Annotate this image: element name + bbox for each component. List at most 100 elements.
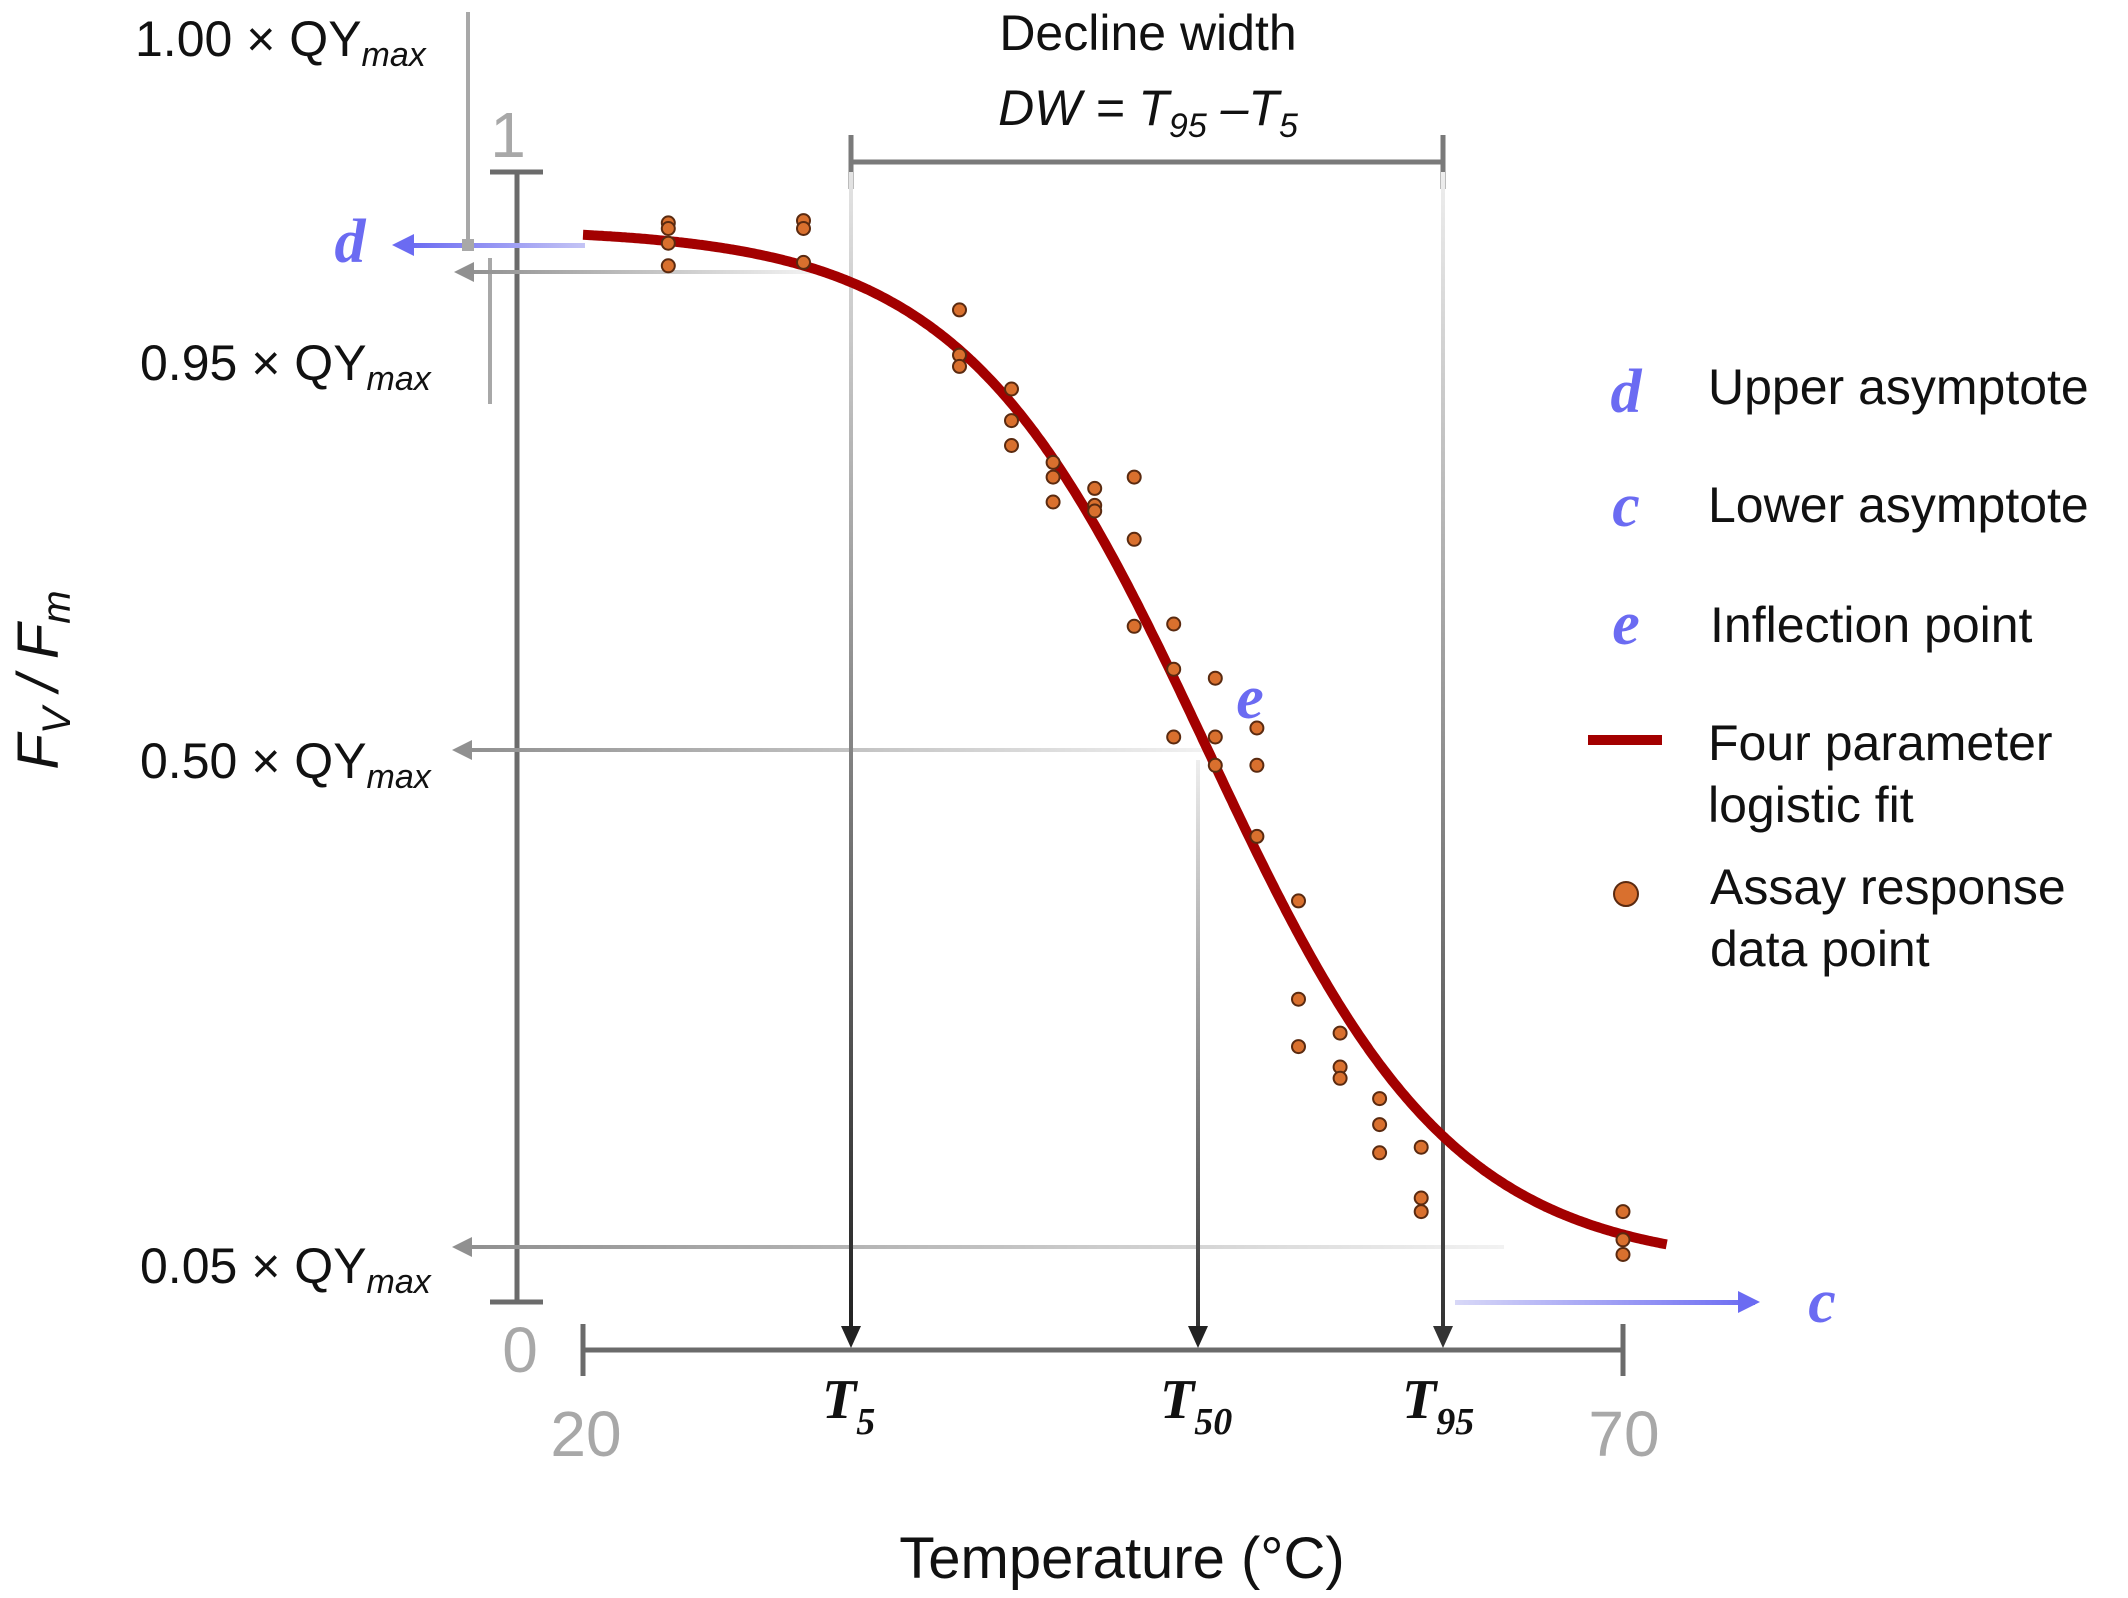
x-tick-70: 70 — [1588, 1398, 1659, 1470]
data-point-41 — [1413, 1190, 1429, 1206]
legend-item-fit: Four parameter logistic fit — [1588, 715, 2053, 833]
data-point-26 — [1207, 729, 1223, 745]
legend-fit-text-1: Four parameter — [1708, 715, 2053, 771]
legend-point-text-2: data point — [1710, 921, 1930, 977]
qy-095-sub: max — [367, 360, 432, 398]
data-point-29 — [1249, 757, 1265, 773]
data-point-25 — [1207, 670, 1223, 686]
data-point-31 — [1291, 893, 1306, 909]
data-point-20 — [1126, 531, 1142, 547]
qy-guides — [452, 262, 1504, 1257]
data-point-39 — [1372, 1145, 1388, 1161]
legend-fit-text-2: logistic fit — [1708, 777, 1914, 833]
t95-sub: 95 — [1436, 1401, 1474, 1443]
y-axis — [490, 169, 543, 1305]
qy-labels: 1.00 × QYmax 0.95 × QYmax 0.50 × QYmax 0… — [135, 11, 432, 1301]
x-axis-label: Temperature (°C) — [899, 1526, 1344, 1591]
qy-050-sub: max — [367, 758, 432, 796]
title-line1: Decline width — [999, 5, 1296, 61]
data-point-5 — [796, 221, 811, 236]
data-point-38 — [1372, 1117, 1388, 1133]
qy-label-005: 0.05 × QYmax — [140, 1238, 432, 1301]
data-point-18 — [1087, 503, 1103, 519]
title-sub-5: 5 — [1279, 107, 1298, 145]
qy-label-050: 0.50 × QYmax — [140, 733, 432, 796]
x-tick-20: 20 — [550, 1398, 621, 1470]
param-e-label: e — [1236, 664, 1264, 732]
data-point-27 — [1207, 757, 1223, 773]
data-point-28 — [1249, 720, 1265, 736]
title-mid-text: –T — [1207, 80, 1283, 136]
title-sub-95: 95 — [1169, 107, 1207, 145]
param-c-label: c — [1808, 1268, 1836, 1336]
data-point-40 — [1413, 1139, 1429, 1155]
logistic-fit-curve — [582, 229, 1668, 1250]
legend-e-symbol: e — [1612, 590, 1640, 658]
qy-005-text: 0.05 × QY — [140, 1238, 367, 1294]
data-point-10 — [1004, 381, 1019, 397]
t95-main: T — [1402, 1369, 1439, 1431]
data-point-15 — [1045, 494, 1061, 510]
data-point-7 — [952, 302, 967, 318]
d-asymptote-arrow — [392, 234, 585, 256]
data-point-19 — [1126, 469, 1142, 485]
y-axis-label: FV / Fm — [6, 590, 79, 769]
data-point-11 — [1004, 413, 1019, 429]
t5-main: T — [822, 1369, 859, 1431]
data-point-23 — [1166, 661, 1182, 677]
qy-100-text: 1.00 × QY — [135, 11, 362, 67]
data-point-36 — [1332, 1070, 1348, 1086]
t-guides — [841, 172, 1453, 1348]
data-point-30 — [1249, 828, 1265, 844]
data-point-14 — [1045, 469, 1061, 485]
legend: d Upper asymptote c Lower asymptote e In… — [1588, 358, 2089, 977]
legend-c-text: Lower asymptote — [1708, 477, 2089, 533]
data-point-12 — [1004, 438, 1019, 453]
t5-label: T5 — [822, 1369, 875, 1443]
data-point-32 — [1291, 991, 1306, 1007]
qy-095-text: 0.95 × QY — [140, 335, 367, 391]
y-tick-0: 0 — [502, 1314, 538, 1386]
data-point-44 — [1615, 1232, 1631, 1248]
legend-item-e: e Inflection point — [1612, 590, 2032, 658]
t5-sub: 5 — [856, 1401, 875, 1443]
y-label-mid: / F — [6, 620, 71, 707]
data-point-22 — [1166, 616, 1182, 632]
qy-label-100: 1.00 × QYmax — [135, 11, 427, 74]
y-tick-1: 1 — [490, 99, 526, 171]
qy-050-text: 0.50 × QY — [140, 733, 367, 789]
legend-d-text: Upper asymptote — [1708, 359, 2089, 415]
t50-sub: 50 — [1194, 1401, 1232, 1443]
legend-c-symbol: c — [1612, 472, 1640, 540]
x-axis — [580, 1324, 1626, 1376]
data-point-3 — [660, 258, 676, 274]
y-label-sub-m: m — [35, 590, 79, 623]
data-point-1 — [660, 221, 676, 236]
t50-main: T — [1160, 1369, 1197, 1431]
title-dw-text: DW = T — [998, 80, 1172, 136]
c-asymptote-arrow — [1455, 1291, 1760, 1313]
data-point-16 — [1087, 480, 1103, 496]
decline-width-title: Decline width DW = T95 –T5 — [998, 5, 1298, 145]
qy-bracket — [466, 12, 503, 404]
legend-e-text: Inflection point — [1710, 597, 2033, 653]
param-d-label: d — [335, 208, 367, 276]
data-points — [660, 213, 1631, 1262]
data-point-9 — [952, 358, 967, 374]
legend-point-text-1: Assay response — [1710, 859, 2066, 915]
t95-label: T95 — [1402, 1369, 1474, 1443]
t50-label: T50 — [1160, 1369, 1232, 1443]
data-point-43 — [1615, 1204, 1631, 1220]
data-point-34 — [1332, 1025, 1348, 1041]
data-point-2 — [660, 235, 676, 251]
y-label-f: F — [6, 731, 71, 770]
data-point-21 — [1126, 618, 1142, 634]
legend-d-symbol: d — [1611, 358, 1643, 426]
data-point-24 — [1166, 729, 1182, 745]
title-line2: DW = T95 –T5 — [998, 80, 1298, 145]
legend-point-swatch — [1613, 881, 1639, 907]
data-point-42 — [1413, 1204, 1429, 1220]
data-point-45 — [1615, 1247, 1631, 1262]
data-point-37 — [1372, 1091, 1388, 1107]
